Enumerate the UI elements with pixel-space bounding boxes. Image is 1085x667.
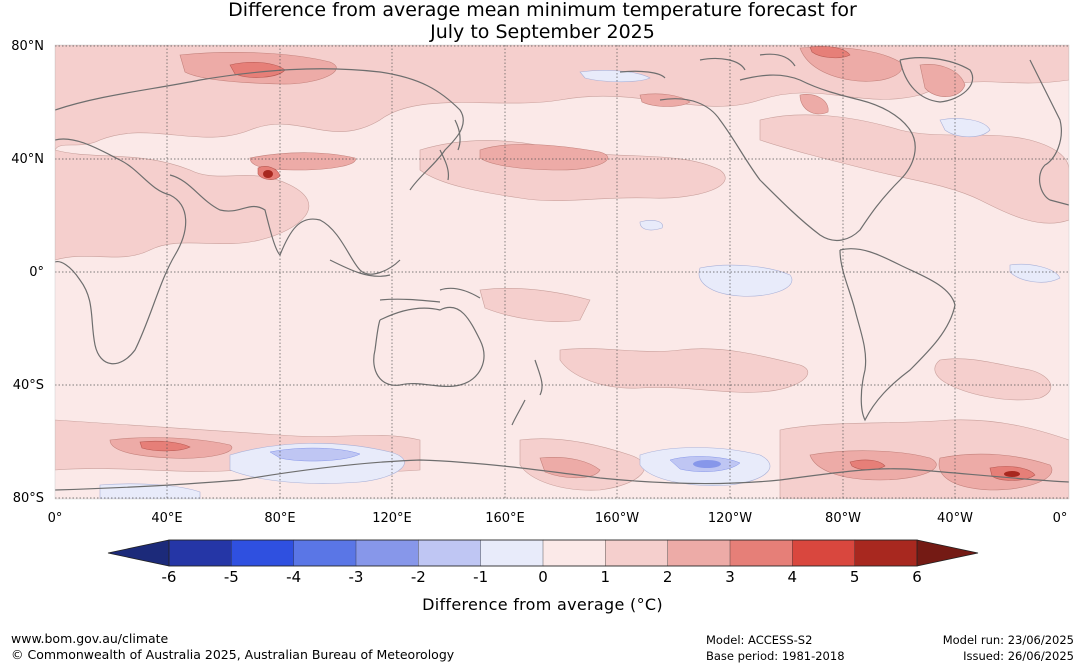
anomaly-neg3-neg2-regions <box>693 460 721 468</box>
colorbar-bin <box>231 539 295 567</box>
colorbar-bin <box>729 539 794 567</box>
lon-label-160e: 160°E <box>485 511 525 526</box>
lon-label-160w: 160°W <box>594 511 640 526</box>
lon-label-120e: 120°E <box>372 511 412 526</box>
colorbar-tick-label: 0 <box>538 568 548 586</box>
colorbar-tick-label: -5 <box>223 568 239 586</box>
footer-issued: Issued: 26/06/2025 <box>963 649 1074 663</box>
colorbar-bin <box>293 539 357 567</box>
coastlines <box>55 53 1069 491</box>
lon-label-0-right: 0° <box>1052 511 1068 526</box>
colorbar-bin <box>168 539 233 567</box>
colorbar-tick-label: 3 <box>725 568 735 586</box>
lon-label-40e: 40°E <box>151 511 183 526</box>
colorbar-over-arrow <box>917 540 978 566</box>
colorbar-title: Difference from average (°C) <box>422 595 663 614</box>
colorbar-tick-label: 4 <box>787 568 798 586</box>
lat-label-40n: 40°N <box>11 152 44 167</box>
colorbar-tick-label: 1 <box>600 568 611 586</box>
colorbar-bin <box>667 539 731 567</box>
page-subtitle: July to September 2025 <box>430 21 655 43</box>
lon-label-80e: 80°E <box>264 511 296 526</box>
anomaly-5-6-regions <box>263 170 1020 477</box>
lon-label-80w: 80°W <box>825 511 861 526</box>
anomaly-1-2-regions <box>55 45 1069 499</box>
colorbar-under-arrow <box>108 540 169 566</box>
colorbar-bin <box>355 539 420 567</box>
footer-model: Model: ACCESS-S2 <box>706 633 813 647</box>
colorbar-tick-label: 5 <box>849 568 860 586</box>
page-title: Difference from average mean minimum tem… <box>228 0 857 21</box>
colorbar-tick-label: -6 <box>161 568 177 586</box>
lon-label-0-left: 0° <box>47 511 63 526</box>
colorbar-bin <box>480 539 544 567</box>
colorbar-tick-label: 6 <box>912 568 922 586</box>
lat-label-0: 0° <box>29 265 44 280</box>
lon-label-120w: 120°W <box>707 511 753 526</box>
colorbar-tick-label: -2 <box>410 568 426 586</box>
colorbar-bin <box>542 539 607 567</box>
colorbar-tick-label: -4 <box>286 568 302 586</box>
colorbar-bin <box>418 539 482 567</box>
colorbar-bin <box>854 539 918 567</box>
footer-base-period: Base period: 1981-2018 <box>706 649 845 663</box>
footer-model-run: Model run: 23/06/2025 <box>942 633 1074 647</box>
footer-url: www.bom.gov.au/climate <box>11 631 169 646</box>
lat-label-40s: 40°S <box>12 378 44 393</box>
colorbar-bin <box>792 539 856 567</box>
lat-label-80s: 80°S <box>12 491 44 506</box>
lon-label-40w: 40°W <box>937 511 973 526</box>
colorbar-tick-label: -3 <box>348 568 364 586</box>
colorbar-bin <box>605 539 669 567</box>
lat-label-80n: 80°N <box>11 39 44 54</box>
colorbar-tick-label: 2 <box>662 568 673 586</box>
colorbar <box>107 539 979 567</box>
footer-copyright: © Commonwealth of Australia 2025, Austra… <box>11 647 455 662</box>
graticule <box>55 45 1069 499</box>
colorbar-tick-label: -1 <box>473 568 489 586</box>
